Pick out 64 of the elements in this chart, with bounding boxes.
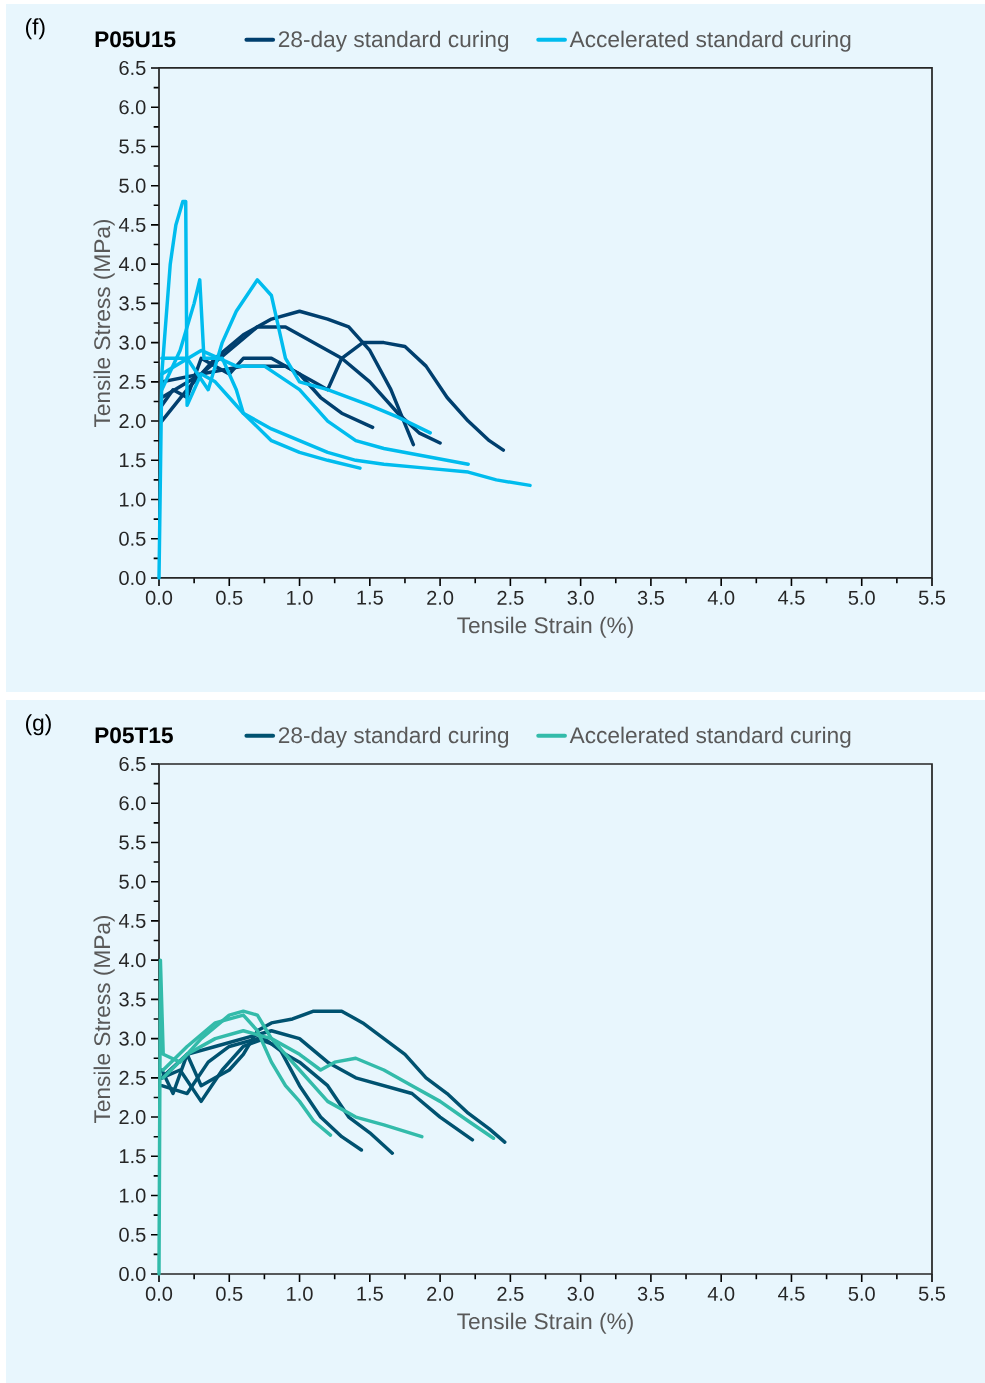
chart-title: (g): [25, 714, 51, 736]
y-tick-label: 1.0: [120, 1188, 146, 1203]
y-tick-label: 5.5: [119, 139, 146, 154]
x-tick-label: 1.0: [287, 590, 313, 605]
x-tick-label: 0.0: [145, 1286, 173, 1301]
y-tick-label: 3.0: [119, 335, 146, 350]
y-tick-label: 4.5: [118, 217, 146, 232]
x-tick-label: 4.0: [707, 1286, 735, 1301]
x-tick-label: 5.5: [918, 590, 946, 605]
y-tick-label: 5.5: [119, 835, 146, 850]
y-axis-title: Tensile Stress (MPa): [93, 219, 115, 428]
x-tick-label: 5.0: [848, 1286, 875, 1301]
y-tick-label: 5.0: [119, 874, 146, 889]
x-tick-label: 2.0: [427, 1286, 454, 1301]
y-tick-label: 4.0: [118, 257, 146, 272]
y-tick-label: 3.5: [119, 296, 146, 311]
x-tick-label: 0.5: [216, 590, 243, 605]
y-tick-label: 2.0: [119, 413, 146, 429]
y-tick-label: 1.0: [120, 492, 146, 507]
x-tick-label: 2.5: [497, 1286, 524, 1301]
x-tick-label: 3.0: [567, 1286, 594, 1301]
x-tick-label: 2.0: [427, 590, 454, 605]
y-tick-label: 6.5: [119, 60, 146, 76]
x-tick-label: 5.0: [848, 590, 875, 605]
y-axis-title: Tensile Stress (MPa): [93, 915, 115, 1124]
legend-label: Accelerated standard curing: [569, 726, 851, 748]
x-tick-label: 3.5: [637, 590, 664, 605]
y-tick-label: 2.0: [119, 1109, 146, 1125]
y-tick-label: 6.0: [119, 100, 146, 115]
y-tick-label: 0.0: [119, 1266, 146, 1282]
legend-label: 28-day standard curing: [278, 30, 509, 52]
y-tick-label: 6.0: [119, 796, 146, 811]
y-tick-label: 0.0: [119, 570, 146, 586]
x-tick-label: 0.5: [216, 1286, 243, 1301]
x-tick-label: 4.5: [778, 590, 805, 605]
x-tick-label: 2.5: [497, 590, 524, 605]
x-tick-label: 1.5: [357, 1286, 383, 1301]
x-tick-label: 1.0: [287, 1286, 313, 1301]
y-tick-label: 4.5: [118, 913, 146, 928]
legend-label: Accelerated standard curing: [569, 30, 851, 52]
x-tick-label: 3.5: [637, 1286, 664, 1301]
x-axis-title: Tensile Strain (%): [457, 1312, 633, 1334]
y-tick-label: 3.0: [119, 1031, 146, 1046]
y-tick-label: 6.5: [119, 756, 146, 772]
x-tick-label: 0.0: [145, 590, 173, 605]
y-tick-label: 4.0: [118, 953, 146, 968]
legend-label: 28-day standard curing: [278, 726, 509, 748]
y-tick-label: 5.0: [119, 178, 146, 193]
chart-subtitle: P05T15: [95, 727, 173, 744]
y-tick-label: 1.5: [120, 453, 146, 468]
y-tick-label: 2.5: [119, 1070, 146, 1085]
y-tick-label: 0.5: [119, 531, 146, 546]
y-tick-label: 3.5: [119, 992, 146, 1007]
x-tick-label: 4.5: [778, 1286, 805, 1301]
x-tick-label: 1.5: [357, 590, 383, 605]
y-tick-label: 1.5: [120, 1149, 146, 1164]
x-tick-label: 3.0: [567, 590, 594, 605]
x-tick-label: 5.5: [918, 1286, 946, 1301]
chart-subtitle: P05U15: [95, 31, 176, 48]
x-tick-label: 4.0: [707, 590, 735, 605]
chart-title: (f): [25, 18, 45, 40]
y-tick-label: 2.5: [119, 374, 146, 389]
x-axis-title: Tensile Strain (%): [457, 616, 633, 638]
y-tick-label: 0.5: [119, 1227, 146, 1242]
